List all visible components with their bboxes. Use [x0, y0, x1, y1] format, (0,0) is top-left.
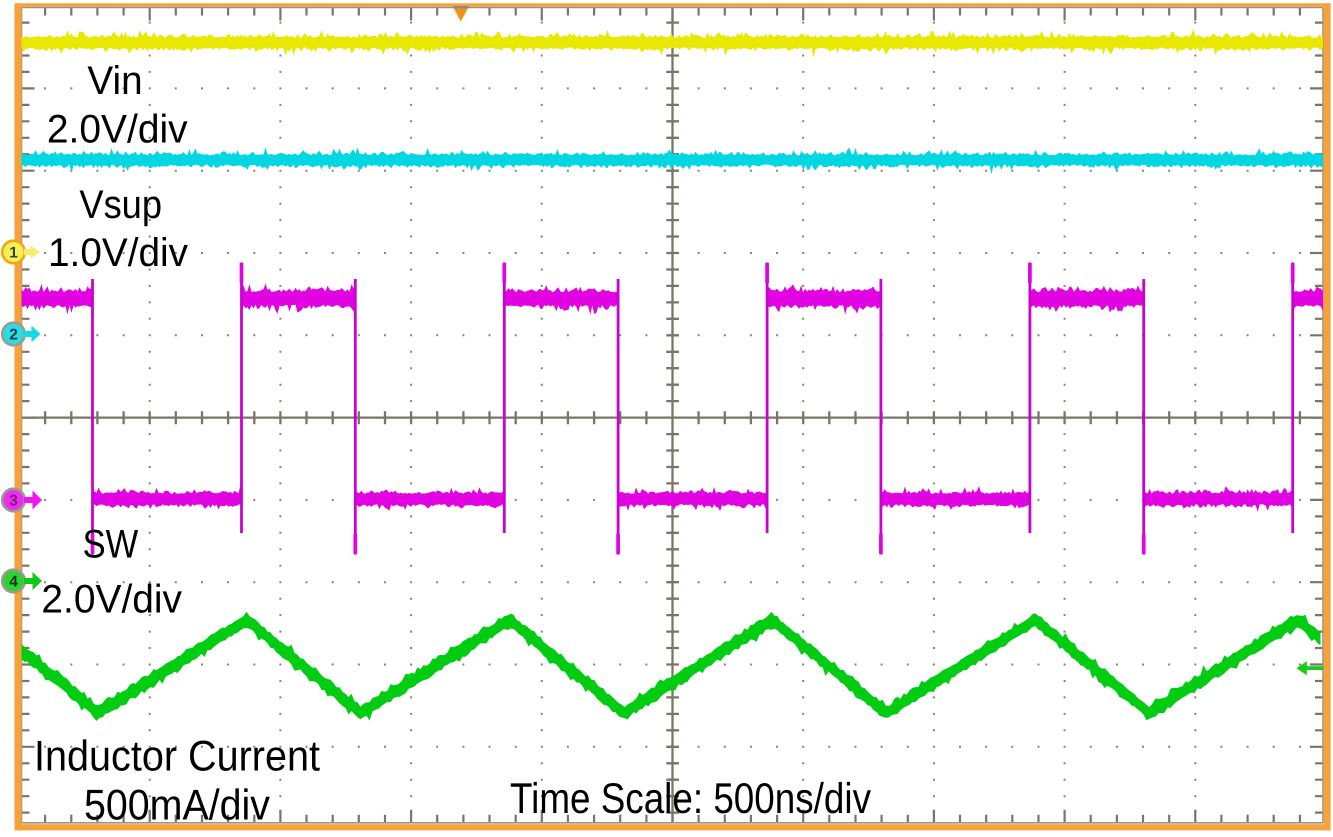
svg-text:Vin: Vin	[87, 59, 142, 103]
svg-text:1: 1	[9, 245, 18, 262]
svg-text:2: 2	[9, 327, 18, 344]
svg-text:Time Scale: 500ns/div: Time Scale: 500ns/div	[510, 775, 871, 823]
svg-text:1.0V/div: 1.0V/div	[48, 231, 188, 275]
svg-text:500mA/div: 500mA/div	[84, 782, 270, 830]
svg-text:2.0V/div: 2.0V/div	[41, 578, 182, 622]
svg-text:Vsup: Vsup	[79, 183, 162, 227]
svg-text:3: 3	[9, 493, 18, 510]
svg-text:SW: SW	[83, 523, 139, 567]
svg-text:2.0V/div: 2.0V/div	[47, 108, 188, 152]
svg-text:4: 4	[9, 574, 18, 591]
svg-text:Inductor Current: Inductor Current	[34, 733, 320, 781]
